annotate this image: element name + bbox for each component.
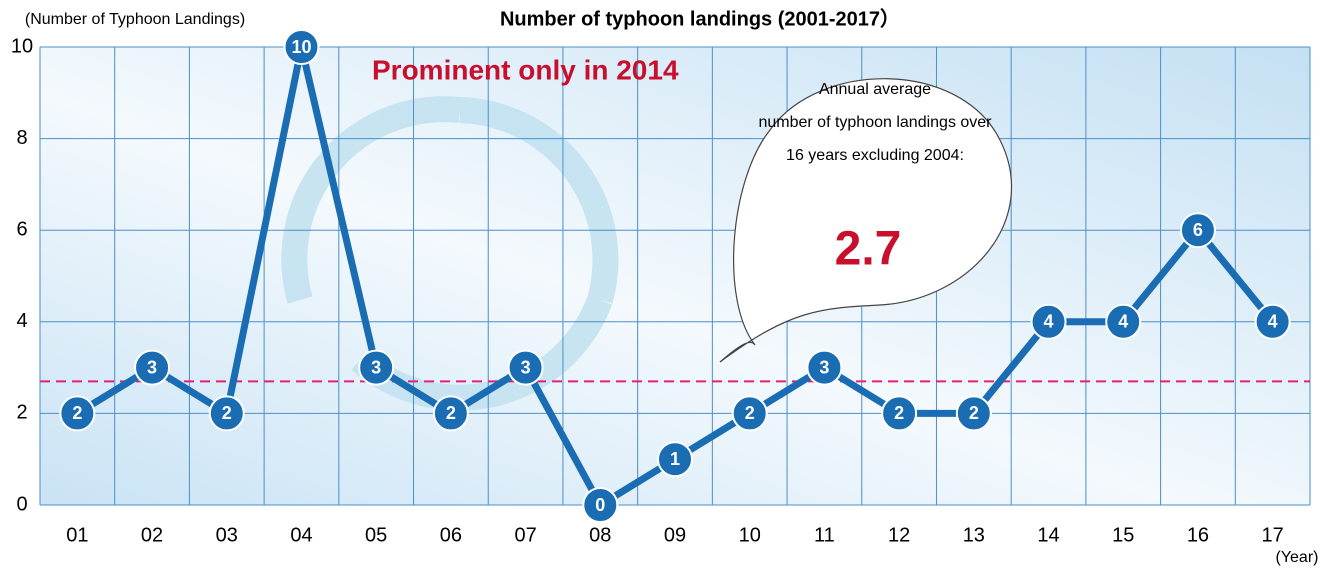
x-tick-label: 12 — [888, 524, 910, 546]
x-tick-label: 01 — [66, 524, 88, 546]
x-tick-label: 15 — [1112, 524, 1134, 546]
x-tick-label: 10 — [739, 524, 761, 546]
data-label: 2 — [72, 403, 82, 423]
y-tick-label: 8 — [16, 127, 27, 149]
data-label: 2 — [745, 403, 755, 423]
data-label: 2 — [894, 403, 904, 423]
data-label: 3 — [521, 357, 531, 377]
data-label: 2 — [969, 403, 979, 423]
y-tick-label: 0 — [16, 493, 27, 515]
x-tick-label: 02 — [141, 524, 163, 546]
x-tick-label: 11 — [814, 524, 835, 546]
annotation: Prominent only in 2014 — [372, 54, 679, 85]
x-tick-label: 06 — [440, 524, 462, 546]
data-label: 3 — [371, 357, 381, 377]
data-label: 3 — [819, 357, 829, 377]
x-tick-label: 07 — [514, 524, 536, 546]
data-label: 3 — [147, 357, 157, 377]
x-tick-label: 09 — [664, 524, 686, 546]
data-label: 2 — [222, 403, 232, 423]
x-tick-label: 17 — [1262, 524, 1284, 546]
callout-text: number of typhoon landings over — [758, 114, 992, 131]
x-tick-label: 03 — [216, 524, 238, 546]
x-tick-label: 08 — [589, 524, 611, 546]
data-label: 4 — [1118, 312, 1128, 332]
data-label: 4 — [1268, 312, 1278, 332]
y-tick-label: 10 — [11, 35, 33, 57]
x-axis-label: (Year) — [1276, 549, 1319, 566]
average-value: 2.7 — [835, 223, 902, 276]
plot-area — [40, 47, 1310, 505]
data-label: 1 — [670, 449, 680, 469]
x-tick-label: 13 — [963, 524, 985, 546]
data-label: 0 — [595, 495, 605, 515]
y-tick-label: 4 — [16, 310, 27, 332]
x-tick-label: 05 — [365, 524, 387, 546]
y-axis-label: (Number of Typhoon Landings) — [25, 11, 245, 28]
x-tick-label: 04 — [290, 524, 312, 546]
callout-text: Annual average — [819, 81, 931, 98]
data-label: 2 — [446, 403, 456, 423]
data-label: 4 — [1044, 312, 1054, 332]
callout-text: 16 years excluding 2004: — [786, 147, 964, 164]
y-tick-label: 2 — [16, 402, 27, 424]
x-tick-label: 14 — [1037, 524, 1059, 546]
data-label: 6 — [1193, 220, 1203, 240]
x-tick-label: 16 — [1187, 524, 1209, 546]
data-label: 10 — [291, 37, 311, 57]
chart-title: Number of typhoon landings (2001-2017） — [500, 7, 900, 30]
y-tick-label: 6 — [16, 218, 27, 240]
chart: (Number of Typhoon Landings) Number of t… — [0, 0, 1331, 571]
